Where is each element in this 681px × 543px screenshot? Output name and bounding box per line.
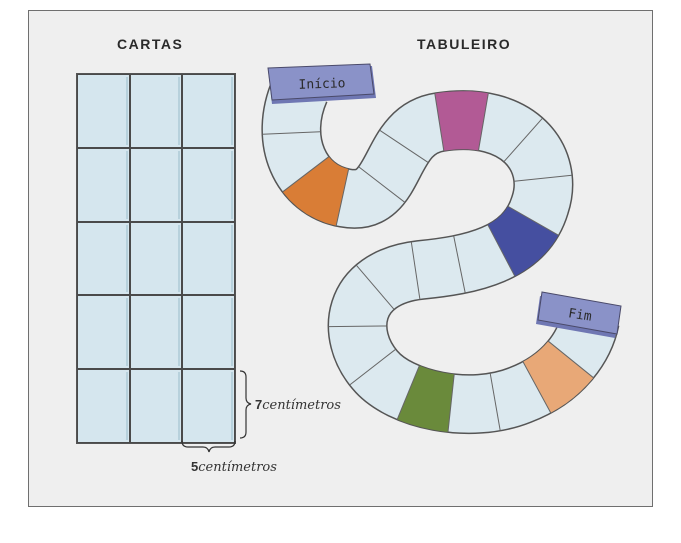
board-space-divider bbox=[262, 131, 321, 135]
width-brace bbox=[181, 440, 236, 453]
start-label: Início bbox=[298, 76, 345, 93]
board-space-divider bbox=[282, 156, 330, 193]
card-cell bbox=[182, 295, 235, 370]
cards-grid bbox=[76, 73, 236, 444]
height-brace bbox=[239, 370, 252, 439]
board-space-orange bbox=[282, 156, 349, 226]
card-cell bbox=[77, 221, 130, 296]
board-space-divider bbox=[487, 224, 516, 277]
board-space-magenta bbox=[434, 91, 489, 151]
board-space-divider bbox=[453, 235, 466, 293]
card-cell bbox=[129, 295, 183, 370]
card-height-label: 7centímetros bbox=[255, 397, 341, 413]
card-cell bbox=[77, 369, 130, 443]
board-space-peach bbox=[523, 341, 594, 413]
board-space-divider bbox=[355, 264, 395, 310]
board-space-divider bbox=[547, 340, 594, 379]
board-track bbox=[261, 77, 620, 435]
card-cell bbox=[129, 74, 183, 148]
board-title: TABULEIRO bbox=[417, 36, 512, 52]
board-space-divider bbox=[434, 93, 445, 151]
start-tag: Início bbox=[267, 63, 376, 104]
board-space-divider bbox=[514, 174, 572, 182]
cards-title: CARTAS bbox=[117, 36, 184, 52]
card-cell bbox=[129, 147, 183, 222]
card-cell bbox=[129, 221, 183, 296]
board-space-divider bbox=[349, 348, 396, 386]
board-space-green bbox=[397, 365, 455, 432]
board-space-divider bbox=[328, 325, 387, 328]
card-cell bbox=[182, 221, 235, 296]
card-cell bbox=[77, 295, 130, 370]
board-space-divider bbox=[358, 166, 406, 203]
card-cell bbox=[182, 147, 235, 222]
board-space-divider bbox=[379, 129, 429, 163]
card-cell bbox=[182, 369, 235, 443]
board-space-divider bbox=[396, 365, 420, 420]
board-space-divider bbox=[522, 361, 552, 414]
board-space-divider bbox=[489, 373, 501, 431]
card-cell bbox=[77, 147, 130, 222]
board-space-divider bbox=[335, 168, 350, 226]
board-space-divider bbox=[478, 93, 489, 151]
board-space-divider bbox=[447, 374, 455, 433]
board-space-divider bbox=[410, 241, 421, 300]
board-space-divider bbox=[507, 205, 559, 236]
board-space-divider bbox=[503, 117, 543, 162]
card-cell bbox=[182, 74, 235, 148]
end-label: Fim bbox=[567, 306, 593, 325]
end-tag: Fim bbox=[536, 291, 622, 338]
card-cell bbox=[77, 74, 130, 148]
card-width-label: 5centímetros bbox=[191, 459, 277, 475]
card-cell bbox=[129, 369, 183, 443]
board-space-navy bbox=[487, 206, 559, 277]
